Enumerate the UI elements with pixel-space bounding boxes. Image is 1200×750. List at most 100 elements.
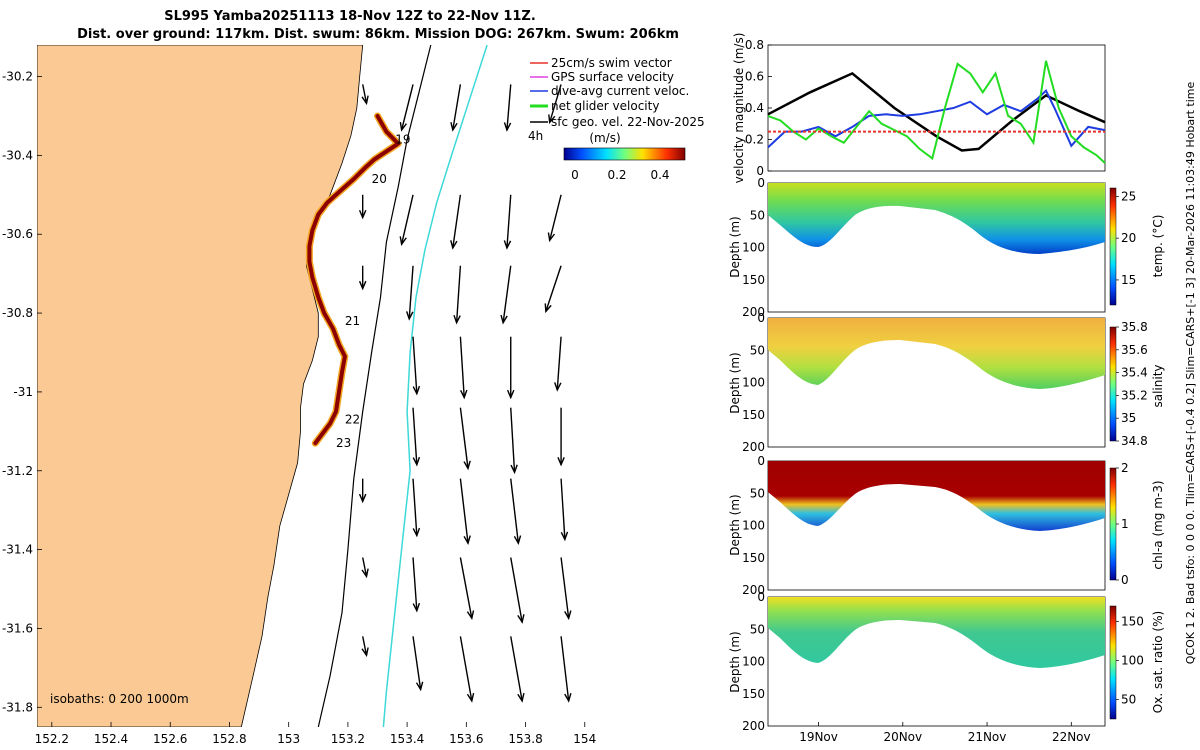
- velocity-vector-12: [412, 336, 421, 396]
- velocity-vector-6: [547, 194, 562, 243]
- velocity-vector-1: [399, 84, 414, 132]
- vector-shaft: [452, 194, 462, 249]
- vector-head: [412, 385, 421, 396]
- vector-head: [466, 610, 475, 621]
- vector-head: [412, 456, 421, 467]
- velocity-vector-19: [557, 407, 565, 467]
- vector-shaft: [549, 84, 562, 123]
- salinity-colorbar: [1109, 326, 1117, 442]
- velocity-vector-4: [450, 194, 462, 250]
- speed-colorbar: [563, 147, 686, 161]
- land-area: [37, 45, 364, 727]
- vector-head: [412, 527, 421, 538]
- section-1-y-tick-1: 50: [750, 343, 765, 357]
- section-1-y-tick-0: 0: [757, 311, 765, 325]
- vector-head: [399, 236, 407, 246]
- oxygen-colorbar: [1109, 605, 1117, 720]
- velocity-vector-10: [500, 265, 512, 325]
- velocity-vector-5: [503, 194, 512, 250]
- velocity-vector-17: [459, 407, 471, 471]
- section-2-y-tick-4: 200: [742, 583, 765, 597]
- section-3-y-tick-2: 100: [742, 655, 765, 669]
- vector-shaft: [362, 84, 368, 104]
- map-legend: 25cm/s swim vector GPS surface velocity …: [528, 56, 705, 182]
- legend-label-dive: dive-avg current veloc.: [551, 84, 689, 98]
- section-0-y-tick-1: 50: [750, 208, 765, 222]
- vector-shaft: [412, 336, 418, 394]
- velocity-vector-2: [358, 194, 367, 220]
- section-3-y-tick-3: 150: [742, 687, 765, 701]
- vector-shaft: [556, 336, 562, 390]
- section-2-cb-tick-1: 1: [1121, 517, 1129, 531]
- vector-shaft: [452, 84, 462, 131]
- vector-shaft: [560, 557, 570, 619]
- velocity-vector-24: [560, 478, 569, 542]
- isobaths-label: isobaths: 0 200 1000m: [50, 692, 189, 706]
- map-y-tick-4: -31: [13, 385, 33, 399]
- velocity-vector-13: [459, 336, 468, 400]
- velocity-vector-33: [510, 636, 525, 703]
- velocity-axes-box: [767, 44, 1106, 172]
- vector-head: [564, 610, 572, 621]
- section-2-y-tick-2: 100: [742, 519, 765, 533]
- vector-shaft: [412, 478, 418, 536]
- speed-colorbar-label: (m/s): [589, 131, 620, 145]
- vector-shaft: [502, 265, 512, 323]
- velocity-vector-35: [450, 84, 462, 132]
- vector-shaft: [510, 478, 520, 544]
- chl-depth-label: Depth (m): [728, 494, 742, 555]
- oxygen-field: [768, 597, 1105, 668]
- section-2-y-tick-1: 50: [750, 486, 765, 500]
- vector-head: [513, 535, 522, 546]
- velocity-vector-3: [399, 194, 414, 246]
- section-3-y-tick-4: 200: [742, 719, 765, 733]
- vector-head: [503, 240, 512, 250]
- map-y-tick-5: -31.2: [2, 464, 33, 478]
- map-x-tick-8: 153.8: [508, 732, 542, 746]
- vector-head: [358, 280, 367, 291]
- vector-head: [358, 209, 367, 220]
- section-0-y-tick-3: 150: [742, 273, 765, 287]
- vector-shaft: [412, 636, 422, 690]
- map-x-tick-7: 153.6: [449, 732, 483, 746]
- velocity-vector-9: [453, 265, 462, 325]
- velocity-vector-26: [412, 557, 421, 613]
- day-labels: 19 20 21 22 23: [336, 133, 410, 451]
- velocity-panel: 0 0.2 0.4 0.6 0.8 velocity magnitude (m/s): [732, 33, 1106, 183]
- section-1-cb-tick-4: 35.6: [1121, 343, 1148, 357]
- map-x-tick-6: 153.4: [390, 732, 424, 746]
- chl-colorbar-label: chl-a (mg m-3): [1151, 480, 1165, 569]
- chart-title-line1: SL995 Yamba20251113 18-Nov 12Z to 22-Nov…: [164, 9, 536, 24]
- vector-shaft: [510, 636, 523, 702]
- map-x-tick-2: 152.6: [153, 732, 187, 746]
- vector-head: [361, 95, 369, 106]
- vector-head: [405, 311, 414, 321]
- vector-head: [463, 460, 471, 471]
- map-x-tick-1: 152.4: [94, 732, 128, 746]
- side-status-label: QCOK 1 2. Bad tsfo: 0 0 0 0. Tlim=CARS+[…: [1184, 82, 1197, 665]
- vector-shaft: [412, 407, 418, 465]
- temp-depth-label: Depth (m): [728, 216, 742, 277]
- vector-head: [557, 457, 565, 467]
- velocity-vector-28: [510, 557, 525, 624]
- velocity-series: [767, 60, 1106, 164]
- velocity-vector-30: [361, 636, 369, 658]
- speed-colorbar-tick-1: 0.2: [607, 168, 626, 182]
- section-x-tick-3: 22Nov: [1052, 730, 1091, 744]
- legend-label-net: net glider velocity: [551, 99, 659, 113]
- day-label-21: 21: [345, 314, 360, 328]
- velocity-vector-37: [548, 84, 562, 125]
- vector-head: [548, 114, 556, 125]
- vector-head: [453, 314, 461, 325]
- vector-shaft: [459, 557, 473, 619]
- legend-label-gps: GPS surface velocity: [551, 70, 674, 84]
- vector-head: [412, 602, 421, 613]
- surface-velocity-vectors: [358, 84, 572, 703]
- velocity-vector-22: [459, 478, 471, 546]
- vector-head: [503, 122, 512, 132]
- section-0-y-tick-2: 100: [742, 241, 765, 255]
- velocity-vector-8: [405, 265, 414, 321]
- chl-field: [768, 461, 1105, 531]
- isobath-1000m: [382, 45, 488, 727]
